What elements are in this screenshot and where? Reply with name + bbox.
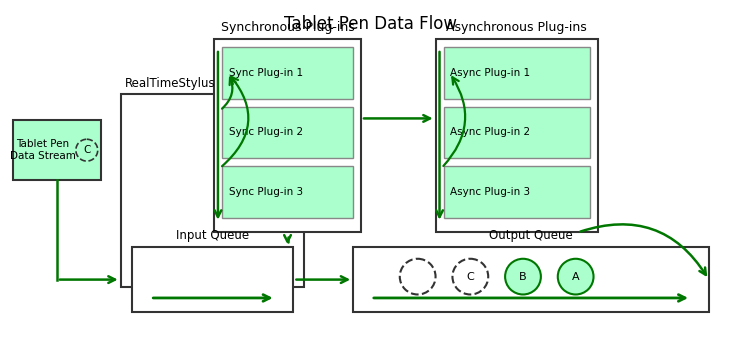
FancyBboxPatch shape: [436, 39, 597, 233]
Text: Asynchronous Plug-ins: Asynchronous Plug-ins: [446, 21, 587, 34]
Circle shape: [505, 259, 541, 294]
Circle shape: [452, 259, 488, 294]
Text: C: C: [83, 145, 90, 155]
FancyBboxPatch shape: [214, 39, 361, 233]
Text: Sync Plug-in 3: Sync Plug-in 3: [229, 187, 303, 197]
Text: Async Plug-in 3: Async Plug-in 3: [451, 187, 531, 197]
FancyBboxPatch shape: [13, 120, 101, 180]
Text: Tablet Pen
Data Stream: Tablet Pen Data Stream: [10, 139, 76, 161]
Text: B: B: [519, 272, 527, 282]
Text: Sync Plug-in 2: Sync Plug-in 2: [229, 127, 303, 137]
Text: C: C: [466, 272, 474, 282]
FancyBboxPatch shape: [443, 47, 590, 99]
Text: Synchronous Plug-ins: Synchronous Plug-ins: [221, 21, 354, 34]
FancyBboxPatch shape: [121, 94, 304, 287]
Text: RealTimeStylus: RealTimeStylus: [124, 76, 215, 90]
FancyBboxPatch shape: [353, 248, 709, 312]
FancyBboxPatch shape: [222, 47, 353, 99]
FancyBboxPatch shape: [443, 106, 590, 158]
FancyBboxPatch shape: [132, 248, 294, 312]
Text: Tablet Pen Data Flow: Tablet Pen Data Flow: [284, 15, 457, 33]
Text: Input Queue: Input Queue: [176, 230, 249, 242]
Circle shape: [400, 259, 436, 294]
Text: Async Plug-in 2: Async Plug-in 2: [451, 127, 531, 137]
Text: Output Queue: Output Queue: [489, 230, 573, 242]
Circle shape: [558, 259, 593, 294]
Text: Async Plug-in 1: Async Plug-in 1: [451, 68, 531, 78]
Text: A: A: [572, 272, 579, 282]
FancyBboxPatch shape: [222, 166, 353, 218]
FancyBboxPatch shape: [443, 166, 590, 218]
Text: Sync Plug-in 1: Sync Plug-in 1: [229, 68, 303, 78]
FancyBboxPatch shape: [222, 106, 353, 158]
